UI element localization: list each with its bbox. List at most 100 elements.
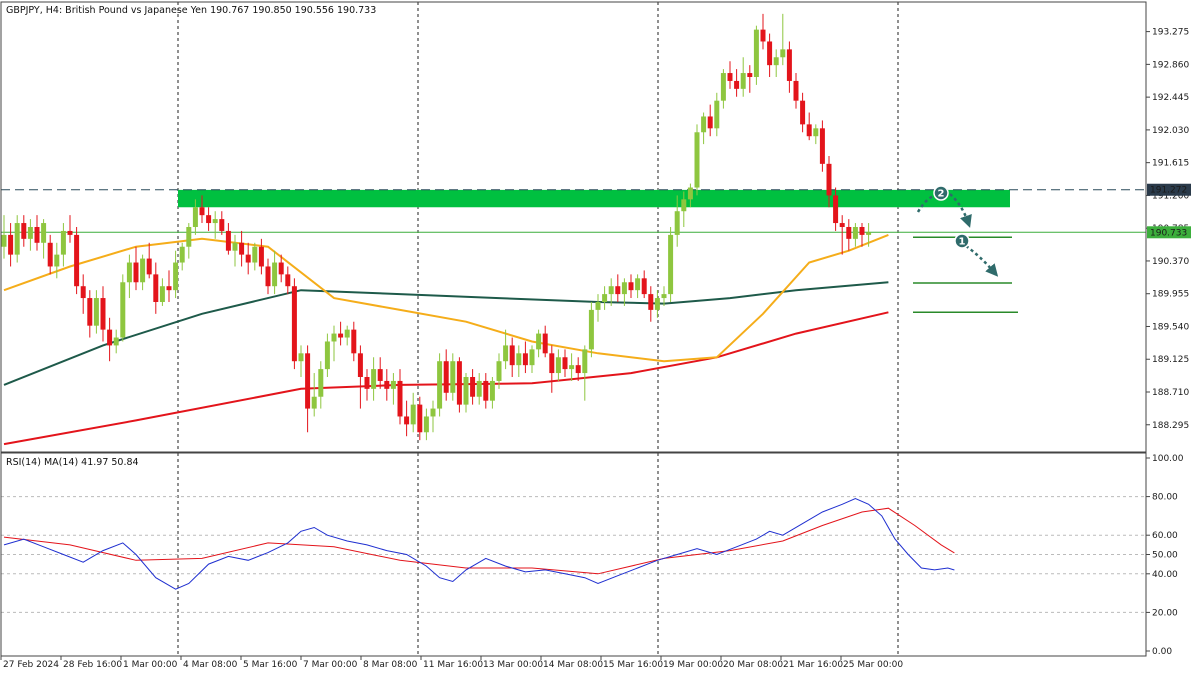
candle-body — [305, 353, 311, 409]
candle — [727, 61, 733, 89]
candle-body — [324, 341, 330, 370]
candle-body — [522, 353, 528, 366]
candle — [21, 215, 27, 247]
candle — [74, 227, 80, 295]
candle — [641, 270, 647, 299]
candle — [324, 333, 330, 377]
x-tick-label: 25 Mar 00:00 — [843, 660, 903, 670]
resistance-zone-layer — [1, 189, 1146, 233]
price-panel-frame — [0, 1, 1147, 453]
candle-body — [483, 380, 489, 401]
marker-1-circle — [954, 233, 970, 249]
candle-body — [780, 49, 786, 58]
candle — [588, 302, 594, 358]
candle-body — [529, 349, 535, 366]
price-tick-label: 189.125 — [1152, 355, 1189, 365]
candle — [245, 242, 251, 275]
candle — [159, 278, 165, 306]
candle-body — [113, 337, 119, 346]
candle — [496, 353, 502, 389]
price-tick-label: 193.275 — [1152, 28, 1189, 38]
candle-body — [687, 187, 693, 200]
candle — [34, 215, 40, 251]
candle-body — [437, 361, 443, 409]
candle-body — [661, 294, 667, 299]
candle — [107, 317, 113, 362]
candle — [80, 274, 86, 314]
candle — [786, 41, 792, 93]
candle-body — [225, 230, 231, 251]
candle-body — [390, 380, 396, 389]
candle — [602, 286, 608, 310]
path-arrow-down-1 — [949, 193, 972, 228]
candle-body — [569, 365, 575, 370]
rsi-tick-label: 40.00 — [1152, 570, 1178, 580]
x-tick-label: 14 Mar 08:00 — [543, 660, 603, 670]
x-tick-label: 11 Mar 16:00 — [423, 660, 483, 670]
candle — [569, 353, 575, 381]
candle — [87, 290, 93, 338]
candle-body — [846, 227, 852, 239]
candle — [456, 357, 462, 413]
candle-body — [371, 369, 377, 389]
candle-body — [496, 361, 502, 381]
candle-body — [826, 163, 832, 196]
candle-body — [140, 258, 146, 283]
candle — [463, 373, 469, 413]
candle-body — [654, 298, 660, 310]
candle-body — [298, 353, 304, 362]
candle-body — [80, 286, 86, 299]
candle-body — [852, 227, 858, 239]
candle-body — [93, 298, 99, 326]
candle — [377, 357, 383, 389]
candle-body — [476, 380, 482, 397]
candle — [661, 286, 667, 306]
path-arrow-up — [916, 193, 937, 213]
candle-body — [707, 116, 713, 129]
x-tick-label: 15 Mar 16:00 — [603, 660, 663, 670]
candle — [767, 33, 773, 77]
candle — [206, 207, 212, 231]
price-tick-label: 192.445 — [1152, 93, 1189, 103]
candle-body — [60, 230, 66, 255]
candle-body — [608, 286, 614, 295]
candle — [1, 215, 7, 259]
candle — [701, 112, 707, 145]
candle — [694, 124, 700, 196]
candle — [674, 195, 680, 247]
candle — [555, 349, 561, 381]
candle — [846, 219, 852, 251]
candle — [225, 223, 231, 255]
candle — [305, 345, 311, 433]
chart-title: GBPJPY, H4: British Pound vs Japanese Ye… — [6, 5, 376, 16]
candle — [793, 73, 799, 109]
candle-body — [456, 361, 462, 405]
candle-body — [443, 361, 449, 393]
candle — [54, 242, 60, 279]
price-tick-label: 188.295 — [1152, 421, 1189, 431]
candle — [100, 286, 106, 342]
candle-body — [8, 234, 14, 255]
candle-body — [430, 408, 436, 417]
candle — [113, 329, 119, 354]
rsi-line — [3, 497, 955, 590]
candle — [476, 373, 482, 405]
candle-body — [67, 230, 73, 235]
candle — [232, 234, 238, 267]
candle — [153, 262, 159, 314]
current-price-tag-bg — [1147, 226, 1191, 239]
candle-body — [146, 258, 152, 275]
candle-body — [694, 132, 700, 188]
candle-body — [747, 73, 753, 77]
candle — [265, 258, 271, 295]
candle — [47, 234, 53, 275]
candle — [173, 250, 179, 299]
annotations: 21 — [916, 185, 999, 277]
candle-body — [668, 234, 674, 295]
candle — [410, 392, 416, 433]
candle — [384, 369, 390, 401]
candle-body — [153, 274, 159, 302]
candle-body — [252, 246, 258, 263]
candle-body — [272, 262, 278, 287]
